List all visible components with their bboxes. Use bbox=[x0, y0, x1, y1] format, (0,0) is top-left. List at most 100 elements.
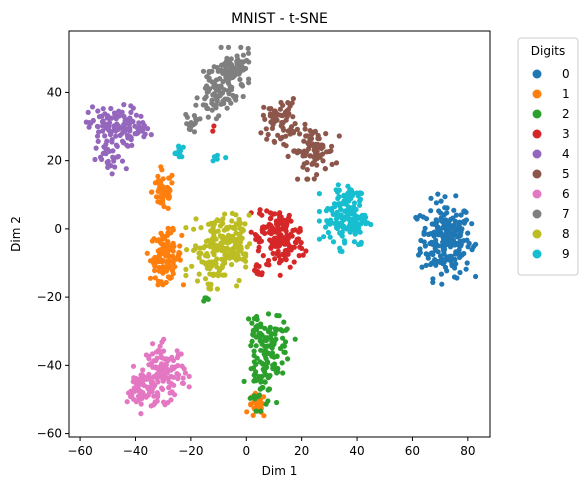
data-point bbox=[177, 150, 183, 156]
data-point bbox=[169, 246, 175, 253]
data-point bbox=[125, 135, 131, 141]
data-point bbox=[157, 364, 163, 370]
data-point bbox=[142, 131, 148, 137]
data-point bbox=[229, 218, 235, 224]
data-point bbox=[246, 80, 252, 86]
data-point bbox=[94, 133, 101, 139]
data-point bbox=[312, 148, 318, 154]
legend: Digits 0 1 2 3 4 5 6 7 8 9 bbox=[517, 37, 579, 276]
legend-label-6: 6 bbox=[562, 187, 570, 201]
data-point bbox=[363, 221, 369, 227]
data-point bbox=[163, 259, 169, 265]
data-point bbox=[268, 335, 274, 341]
data-point bbox=[280, 125, 286, 131]
data-point bbox=[228, 61, 234, 67]
data-point bbox=[330, 239, 337, 245]
data-point bbox=[278, 112, 284, 118]
data-point bbox=[338, 231, 344, 237]
data-point bbox=[211, 123, 217, 129]
data-point bbox=[428, 195, 434, 201]
series-7-points bbox=[183, 44, 252, 135]
data-point bbox=[168, 373, 174, 380]
data-point bbox=[180, 282, 186, 288]
data-point bbox=[316, 236, 322, 242]
y-tick-label: −60 bbox=[37, 427, 62, 441]
data-point bbox=[207, 284, 213, 290]
data-point bbox=[419, 264, 425, 270]
data-point bbox=[281, 343, 287, 349]
data-point bbox=[341, 199, 347, 205]
data-point bbox=[461, 208, 467, 214]
data-point bbox=[194, 95, 200, 101]
legend-label-8: 8 bbox=[562, 227, 570, 241]
data-point bbox=[228, 56, 234, 62]
x-tick-label: 40 bbox=[349, 444, 364, 458]
data-point bbox=[277, 106, 283, 112]
data-point bbox=[248, 229, 254, 235]
data-point bbox=[240, 52, 246, 58]
data-point bbox=[227, 247, 234, 253]
data-point bbox=[121, 113, 127, 120]
data-point bbox=[130, 379, 136, 385]
data-point bbox=[246, 212, 252, 218]
data-point bbox=[150, 256, 156, 263]
data-point bbox=[291, 148, 298, 154]
data-point bbox=[202, 295, 208, 301]
data-point bbox=[243, 264, 249, 270]
data-point bbox=[178, 351, 184, 357]
data-point bbox=[160, 236, 166, 242]
data-point bbox=[181, 366, 187, 372]
data-point bbox=[238, 220, 244, 226]
data-point bbox=[328, 148, 334, 154]
data-point bbox=[157, 258, 163, 265]
data-point bbox=[442, 194, 448, 200]
data-point bbox=[153, 194, 160, 200]
data-point bbox=[177, 243, 183, 249]
data-point bbox=[221, 87, 227, 93]
y-axis-label: Dim 2 bbox=[9, 216, 23, 252]
data-point bbox=[180, 375, 186, 381]
series-8-points bbox=[183, 210, 253, 292]
data-point bbox=[240, 93, 246, 100]
x-axis-ticks: −60 −40 −20 0 20 40 60 80 bbox=[67, 437, 475, 458]
data-point bbox=[124, 399, 130, 405]
data-point bbox=[145, 386, 151, 392]
data-point bbox=[155, 199, 161, 205]
data-point bbox=[211, 250, 217, 256]
data-point bbox=[105, 126, 111, 132]
data-point bbox=[210, 128, 216, 134]
data-point bbox=[304, 176, 310, 182]
data-point bbox=[232, 68, 238, 74]
data-point bbox=[337, 248, 343, 254]
data-point bbox=[149, 238, 155, 244]
data-point bbox=[194, 278, 201, 284]
data-point bbox=[254, 403, 260, 409]
data-point bbox=[264, 136, 270, 142]
data-point bbox=[434, 229, 440, 235]
data-point bbox=[425, 255, 431, 261]
data-point bbox=[285, 153, 291, 159]
y-tick-label: 20 bbox=[47, 154, 62, 168]
data-point bbox=[128, 388, 134, 394]
data-point bbox=[444, 268, 450, 274]
data-point bbox=[439, 281, 445, 287]
data-point bbox=[259, 272, 265, 278]
data-point bbox=[160, 264, 166, 270]
legend-marker-4 bbox=[532, 149, 542, 159]
data-point bbox=[123, 126, 129, 132]
data-point bbox=[327, 234, 333, 240]
data-point bbox=[324, 149, 330, 155]
data-point bbox=[117, 132, 123, 138]
data-point bbox=[256, 235, 262, 241]
data-point bbox=[417, 249, 423, 256]
data-point bbox=[253, 343, 259, 349]
data-point bbox=[191, 129, 198, 135]
y-tick-label: 0 bbox=[54, 222, 62, 236]
data-point bbox=[110, 154, 116, 160]
data-point bbox=[236, 71, 242, 77]
data-point bbox=[291, 259, 297, 265]
data-point bbox=[300, 252, 306, 258]
data-point bbox=[216, 218, 222, 224]
data-point bbox=[160, 245, 166, 251]
data-point bbox=[239, 64, 245, 70]
